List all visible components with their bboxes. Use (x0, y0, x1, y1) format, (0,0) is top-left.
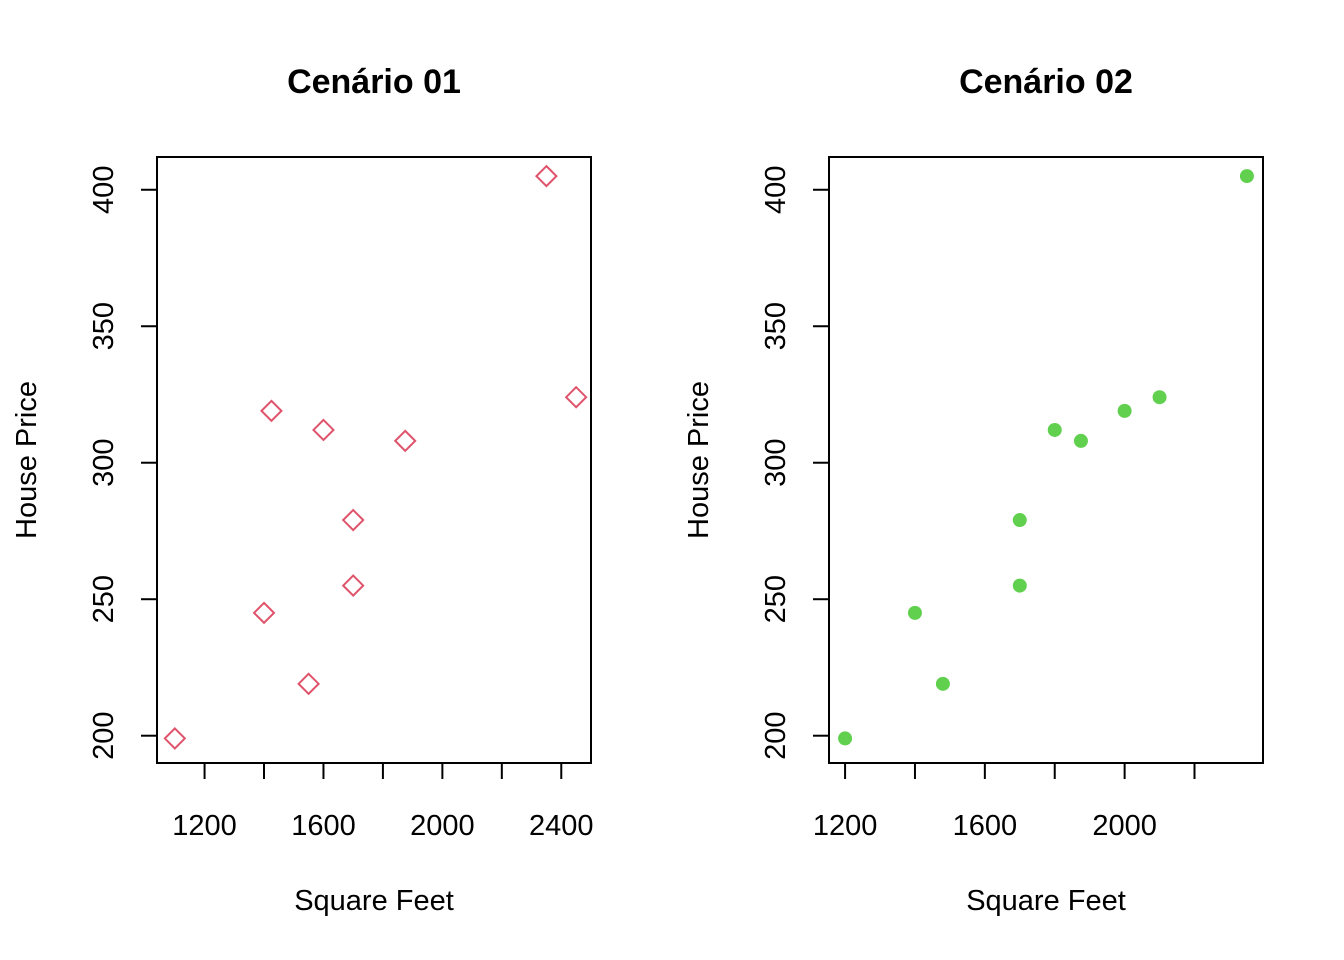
data-point (163, 727, 187, 750)
y-tick-label: 200 (88, 712, 120, 760)
x-axis-label: Square Feet (294, 885, 454, 917)
data-point (1239, 169, 1254, 184)
data-point (907, 605, 922, 620)
y-tick-label: 350 (88, 302, 120, 350)
y-tick-label: 200 (760, 712, 792, 760)
x-tick-label: 1600 (291, 810, 356, 842)
y-tick-label: 400 (88, 166, 120, 214)
y-tick-label: 350 (760, 302, 792, 350)
data-point (252, 601, 276, 625)
data-point (341, 508, 365, 532)
data-points (838, 169, 1254, 746)
x-tick-label: 2000 (1092, 810, 1157, 842)
y-axis-label: House Price (683, 381, 715, 539)
data-point (564, 385, 588, 409)
y-tick-label: 300 (88, 439, 120, 487)
y-tick-label: 250 (88, 575, 120, 623)
data-point (534, 164, 558, 188)
data-point (341, 574, 365, 597)
data-point (1073, 433, 1088, 448)
data-point (1152, 390, 1167, 405)
data-point (1012, 513, 1027, 528)
y-tick-label: 300 (760, 439, 792, 487)
scatter-panel-cenario-02: Cenário 02 1200 1600 2000 200250300350400 … (683, 63, 1264, 917)
data-point (312, 418, 335, 442)
data-points (163, 164, 588, 750)
data-point (838, 731, 853, 746)
data-point (1047, 422, 1062, 437)
data-point (260, 399, 283, 423)
x-axis-label: Square Feet (966, 885, 1126, 917)
data-point (297, 672, 321, 696)
chart-title: Cenário 01 (287, 63, 461, 101)
x-ticks: 1200 1600 2000 (813, 762, 1196, 842)
scatter-panel-cenario-01: Cenário 01 1200 1600 2000 2400 200 250 300 350… (11, 63, 594, 917)
y-ticks: 200 250 300 350 400 (760, 166, 830, 760)
plot-frame (156, 156, 592, 764)
y-tick-label: 250 (760, 575, 792, 623)
plot-frame (828, 156, 1264, 764)
y-tick-label: 400 (760, 166, 792, 214)
x-tick-label: 2400 (529, 810, 594, 842)
x-ticks: 1200 1600 2000 2400 (172, 762, 594, 842)
data-point (1012, 578, 1027, 593)
x-tick-label: 1200 (813, 810, 878, 842)
x-tick-label: 2000 (410, 810, 475, 842)
data-point (935, 676, 950, 691)
y-axis-label: House Price (11, 381, 43, 539)
data-point (393, 429, 417, 453)
chart-title: Cenário 02 (959, 63, 1133, 101)
x-tick-label: 1600 (953, 810, 1018, 842)
x-tick-label: 1200 (172, 810, 237, 842)
data-point (1117, 403, 1132, 418)
y-ticks: 200 250 300 350 400 (88, 166, 158, 760)
